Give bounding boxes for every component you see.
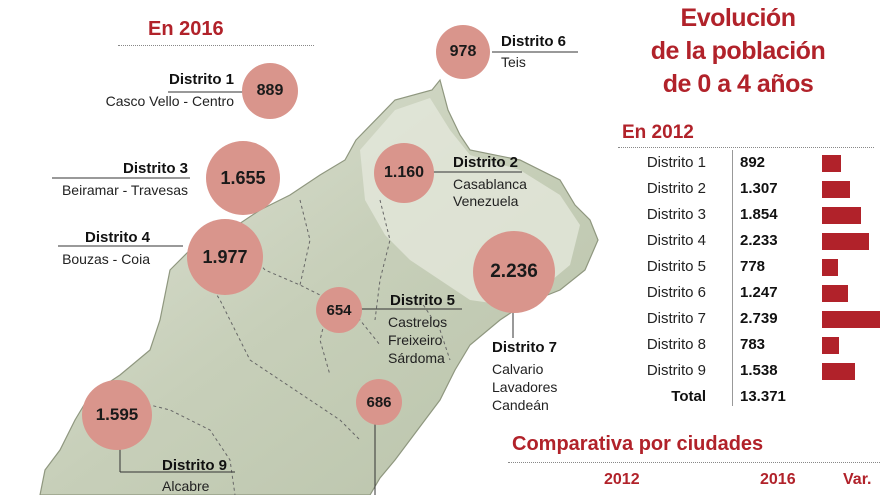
row-value: 783 [740,336,766,353]
row-label: Distrito 8 [646,336,706,353]
row-label: Distrito 1 [646,154,706,171]
district-4-bubble: 1.977 [187,219,263,295]
district-1-bubble: 889 [242,63,298,119]
district-2-area-line1: Casablanca [453,176,527,192]
row-value: 1.538 [740,362,778,379]
district-3-name: Distrito 3 [122,160,188,177]
district-8-bubble: 686 [356,379,402,425]
table-total-row: Total 13.371 [600,384,880,410]
comparison-underline [508,462,880,463]
district-5-area-line3: Sárdoma [388,350,445,366]
row-bar [822,311,880,328]
district-5-area-line2: Freixeiro [388,332,443,348]
row-label: Distrito 6 [646,284,706,301]
district-7-area-line3: Candeán [492,397,549,413]
table-row: Distrito 3 1.854 [600,202,880,228]
table-row: Distrito 9 1.538 [600,358,880,384]
row-bar [822,259,838,276]
row-bar [822,337,839,354]
table-row: Distrito 6 1.247 [600,280,880,306]
row-value: 1.307 [740,180,778,197]
total-label: Total [671,388,706,405]
title-line-1: Evolución [680,4,796,32]
district-5-area-line1: Castrelos [388,314,448,330]
row-bar [822,233,869,250]
row-bar [822,155,841,172]
district-1-name: Distrito 1 [168,71,234,88]
table-separator [732,150,733,406]
leader-lines [52,51,578,495]
row-bar [822,181,850,198]
map-header-underline [118,45,314,46]
row-value: 1.247 [740,284,778,301]
row-label: Distrito 7 [646,310,706,327]
district-2-bubble: 1.160 [374,143,434,203]
table-row: Distrito 5 778 [600,254,880,280]
row-label: Distrito 4 [646,232,706,249]
row-value: 2.233 [740,232,778,249]
district-1-area: Casco Vello - Centro [105,93,234,109]
district-map: En 2016 Distrito 1 Casco Vello - Centro … [39,18,599,495]
row-label: Distrito 9 [646,362,706,379]
row-bar [822,363,855,380]
district-6-area: Teis [501,54,526,70]
comparison-col-2012: 2012 [604,471,640,488]
district-9-name: Distrito 9 [162,457,228,474]
district-6-name: Distrito 6 [501,33,567,50]
district-5-name: Distrito 5 [390,292,456,309]
district-7-area-line1: Calvario [492,361,544,377]
district-5-bubble: 654 [316,287,362,333]
district-7-name: Distrito 7 [492,339,558,356]
row-bar [822,207,861,224]
row-value: 1.854 [740,206,778,223]
district-3-area: Beiramar - Travesas [61,182,188,198]
table-row: Distrito 2 1.307 [600,176,880,202]
table-row: Distrito 4 2.233 [600,228,880,254]
district-2-name: Distrito 2 [453,154,519,171]
table-row: Distrito 8 783 [600,332,880,358]
district-9-area: Alcabre [162,478,210,494]
district-3-bubble: 1.655 [206,141,280,215]
row-label: Distrito 2 [646,180,706,197]
table-header-underline [618,147,874,148]
row-value: 892 [740,154,766,171]
district-6-bubble: 978 [436,25,490,79]
district-9-bubble: 1.595 [82,380,152,450]
row-bar [822,285,848,302]
total-value: 13.371 [740,388,786,405]
district-7-area-line2: Lavadores [492,379,558,395]
title-line-2: de la población [650,37,826,65]
title-line-3: de 0 a 4 años [662,70,814,98]
table-row: Distrito 7 2.739 [600,306,880,332]
row-value: 2.739 [740,310,778,327]
row-label: Distrito 3 [646,206,706,223]
table-header: En 2012 [622,122,694,143]
comparison-col-var: Var. [843,471,872,488]
district-2-area-line2: Venezuela [453,193,519,209]
map-header: En 2016 [148,18,224,40]
district-7-bubble: 2.236 [473,231,555,313]
table-row: Distrito 1 892 [600,150,880,176]
row-value: 778 [740,258,766,275]
row-label: Distrito 5 [646,258,706,275]
comparison-col-2016: 2016 [760,471,796,488]
comparison-title: Comparativa por ciudades [512,433,764,455]
district-4-name: Distrito 4 [84,229,150,246]
district-4-area: Bouzas - Coia [62,251,150,267]
